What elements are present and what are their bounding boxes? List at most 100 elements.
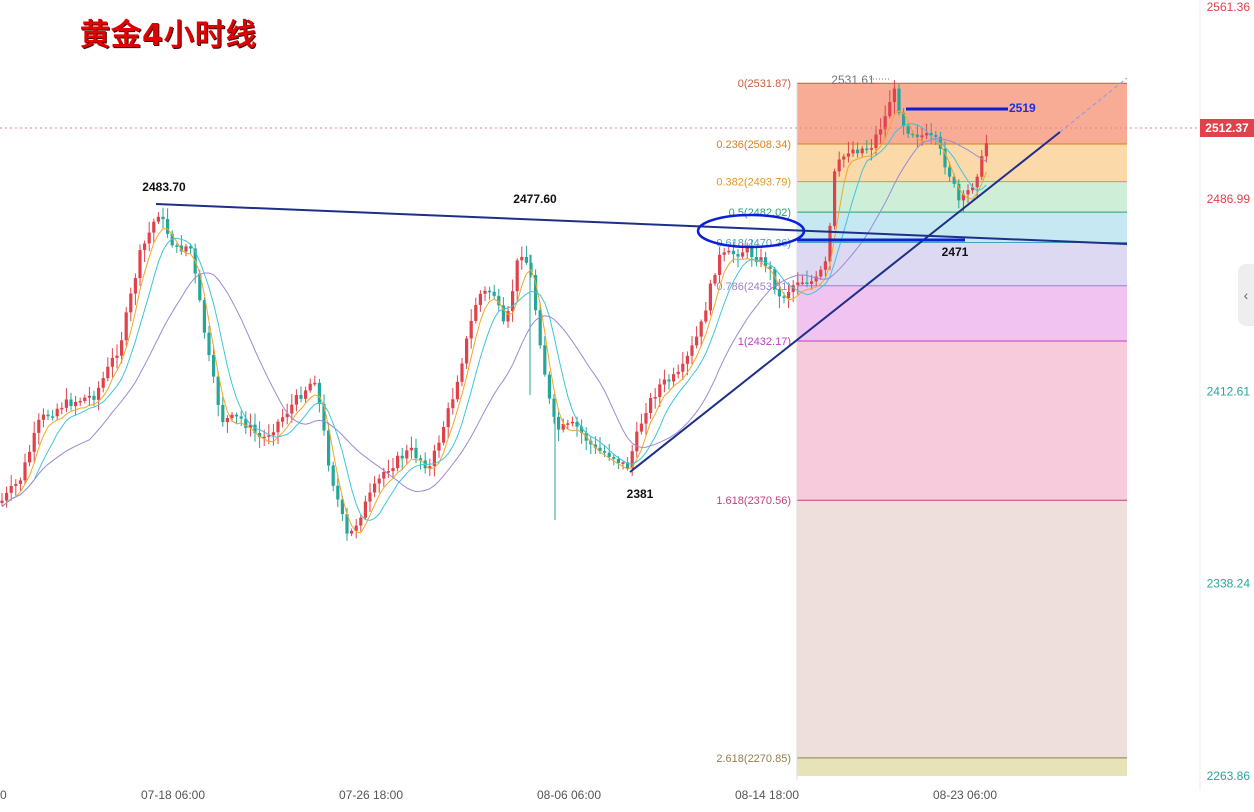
candle-body xyxy=(276,421,280,433)
candle-body xyxy=(704,310,708,322)
candle-body xyxy=(745,247,749,253)
candle-body xyxy=(676,371,680,375)
annotation-label: 2519 xyxy=(1009,101,1036,115)
candle-body xyxy=(138,250,142,279)
candle-body xyxy=(18,480,22,484)
candle-body xyxy=(400,455,404,459)
candle-body xyxy=(731,250,735,255)
candle-body xyxy=(819,269,823,277)
candle-body xyxy=(837,159,841,172)
candle-body xyxy=(350,530,354,534)
candle-body xyxy=(143,243,147,251)
candle-body xyxy=(474,305,478,321)
candle-body xyxy=(621,462,625,464)
fib-level-label: 0.786(2453.51) xyxy=(716,281,791,293)
highlight-ellipse xyxy=(696,213,806,249)
candle-body xyxy=(451,399,455,409)
candle-body xyxy=(161,216,165,220)
candle-body xyxy=(110,357,114,367)
candle-body xyxy=(699,321,703,337)
annotation-label: 2483.70 xyxy=(142,180,186,194)
fib-zone xyxy=(797,83,1127,145)
candle-body xyxy=(55,408,59,417)
candle-body xyxy=(580,426,584,433)
candle-body xyxy=(722,252,726,255)
candle-body xyxy=(741,252,745,257)
candle-body xyxy=(920,135,924,138)
candle-body xyxy=(846,153,850,157)
candle-body xyxy=(386,471,390,473)
candle-body xyxy=(437,442,441,451)
chart-labels: 2483.70 2477.60 2381 2471 2519 2531.61 xyxy=(142,73,1036,501)
candle-body xyxy=(281,417,285,422)
candle-body xyxy=(856,149,860,154)
fib-level-label: 0.236(2508.34) xyxy=(716,139,791,151)
candle-body xyxy=(179,245,183,252)
fib-zone xyxy=(797,242,1127,286)
candle-body xyxy=(336,485,340,500)
candle-body xyxy=(681,363,685,372)
candle-body xyxy=(124,312,128,341)
candle-body xyxy=(271,432,275,436)
candle-body xyxy=(506,311,510,322)
candle-body xyxy=(515,260,519,292)
candle-body xyxy=(603,451,607,453)
candle-body xyxy=(212,355,216,377)
candle-body xyxy=(635,431,639,452)
annotation-label: 2471 xyxy=(942,245,969,259)
candle-body xyxy=(405,450,409,459)
candle-body xyxy=(547,374,551,399)
candle-body xyxy=(133,278,137,294)
candle-body xyxy=(497,295,501,306)
candle-body xyxy=(570,421,574,424)
moving-averages xyxy=(1,110,987,534)
candle-body xyxy=(823,261,827,270)
candle-body xyxy=(51,416,55,418)
fib-level-label: 2.618(2270.85) xyxy=(716,753,791,765)
candle-body xyxy=(373,483,377,493)
candle-body xyxy=(478,293,482,306)
candle-body xyxy=(28,451,32,463)
candle-body xyxy=(202,300,206,333)
x-tick-label: 07-26 18:00 xyxy=(339,788,403,802)
descending-trend-line xyxy=(155,203,1128,245)
candle-body xyxy=(239,416,243,419)
candle-body xyxy=(363,501,367,518)
candle-body xyxy=(695,336,699,346)
candle-body xyxy=(382,472,386,479)
candle-body xyxy=(639,423,643,432)
candle-body xyxy=(216,376,220,405)
candle-body xyxy=(975,176,979,188)
candle-body xyxy=(377,478,381,484)
candle-body xyxy=(727,250,731,253)
candle-body xyxy=(460,363,464,382)
candle-body xyxy=(787,291,791,298)
fib-level-label: 0(2531.87) xyxy=(738,78,791,90)
candle-body xyxy=(106,366,110,379)
candle-body xyxy=(304,390,308,399)
candle-body xyxy=(396,455,400,469)
candle-body xyxy=(902,112,906,127)
candle-body xyxy=(317,382,321,404)
candle-body xyxy=(290,404,294,414)
candle-body xyxy=(483,290,487,294)
candle-body xyxy=(911,133,915,136)
candle-body xyxy=(828,225,832,262)
candle-body xyxy=(244,418,248,428)
x-tick-label: 08-23 06:00 xyxy=(933,788,997,802)
candle-body xyxy=(322,403,326,431)
candle-body xyxy=(442,427,446,443)
candle-body xyxy=(189,246,193,249)
candle-body xyxy=(37,419,41,433)
candle-body xyxy=(906,126,910,134)
candle-body xyxy=(888,102,892,117)
collapse-panel-button[interactable]: ‹ xyxy=(1238,264,1254,326)
trend-line-extension xyxy=(1059,77,1128,133)
annotation-label: 2381 xyxy=(627,487,654,501)
candle-body xyxy=(759,257,763,263)
candle-body xyxy=(791,285,795,292)
candle-body xyxy=(754,257,758,263)
candle-body xyxy=(543,345,547,375)
fib-zone xyxy=(797,500,1127,758)
